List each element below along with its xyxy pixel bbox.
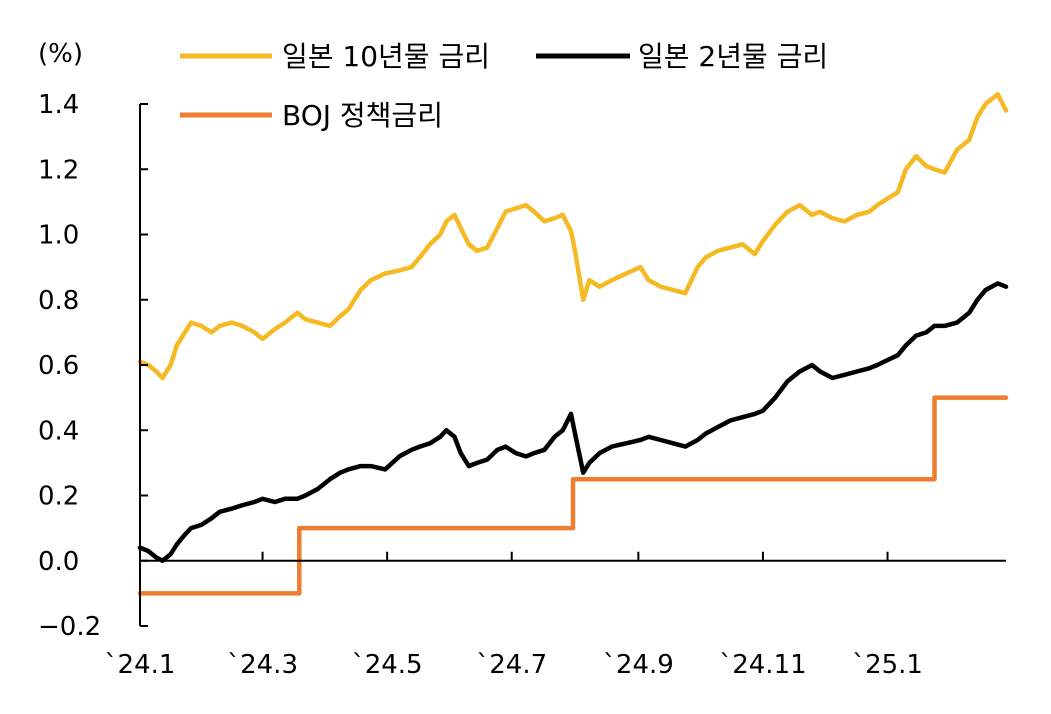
series-line-2 xyxy=(137,395,1009,596)
x-axis: `24.1 `24.3 `24.5 `24.7 `24.9 `24.11 `25.1 xyxy=(105,551,1006,680)
series-line-1 xyxy=(137,281,1009,564)
x-tick-label: `25.1 xyxy=(852,650,923,680)
plot-area xyxy=(137,91,1009,596)
y-tick-label: 1.0 xyxy=(38,221,79,251)
y-axis: −0.2 0.0 0.2 0.4 0.6 0.8 1.0 1.2 1.4 xyxy=(38,90,148,642)
x-tick-label: `24.7 xyxy=(476,650,547,680)
y-tick-label: 0.4 xyxy=(38,416,79,446)
series-line-0 xyxy=(137,91,1009,381)
y-unit-label: (%) xyxy=(38,39,83,69)
x-tick-label: `24.9 xyxy=(603,650,674,680)
legend-item-series-0: 일본 10년물 금리 xyxy=(180,40,490,73)
x-tick-label: `24.3 xyxy=(227,650,298,680)
y-tick-label: 0.2 xyxy=(38,482,79,512)
legend-item-series-2: BOJ 정책금리 xyxy=(180,99,443,132)
legend-item-series-1: 일본 2년물 금리 xyxy=(536,40,828,73)
x-tick-label: `24.5 xyxy=(352,650,423,680)
y-tick-label: 1.4 xyxy=(38,90,79,120)
y-tick-label: 0.6 xyxy=(38,351,79,381)
x-tick-label: `24.11 xyxy=(719,650,806,680)
y-tick-label: 1.2 xyxy=(38,155,79,185)
y-tick-label: 0.0 xyxy=(38,547,79,577)
x-tick-label: `24.1 xyxy=(105,650,176,680)
legend: 일본 10년물 금리 일본 2년물 금리 BOJ 정책금리 xyxy=(180,40,828,132)
y-tick-label: 0.8 xyxy=(38,286,79,316)
y-tick-label: −0.2 xyxy=(38,612,101,642)
legend-label-series-1: 일본 2년물 금리 xyxy=(638,40,828,73)
legend-label-series-2: BOJ 정책금리 xyxy=(282,99,443,132)
legend-label-series-0: 일본 10년물 금리 xyxy=(282,40,490,73)
